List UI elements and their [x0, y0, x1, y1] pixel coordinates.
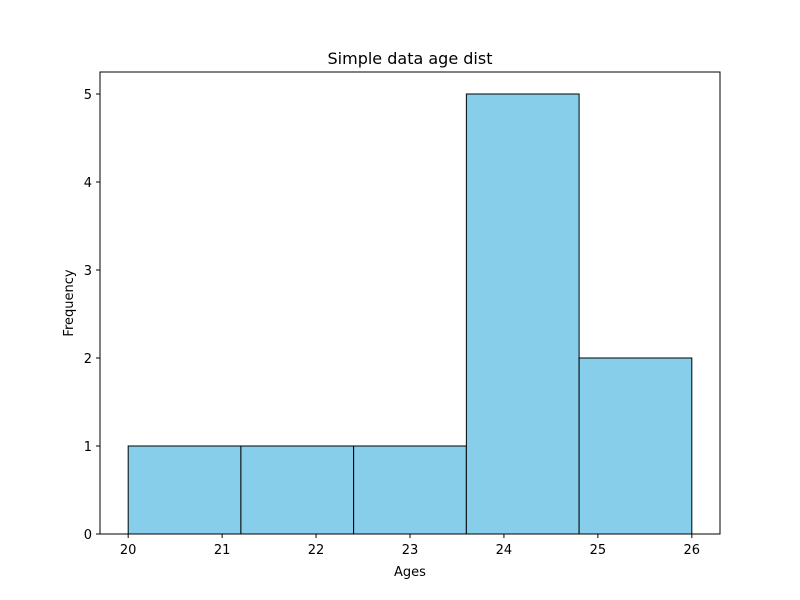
x-tick-label-1: 21	[214, 543, 231, 558]
y-tick-label-1: 1	[84, 440, 92, 455]
y-tick-label-5: 5	[84, 88, 92, 103]
y-tick-label-4: 4	[84, 176, 92, 191]
y-tick-label-0: 0	[84, 528, 92, 543]
histogram-bar-4	[578, 357, 693, 535]
y-ticks: 0 1 2 3 4 5	[84, 88, 100, 543]
y-tick-label-3: 3	[84, 264, 92, 279]
chart-title: Simple data age dist	[328, 49, 493, 68]
x-tick-label-4: 24	[496, 543, 513, 558]
histogram-bar-0	[127, 445, 242, 535]
x-ticks: 20 21 22 23 24 25 26	[120, 534, 700, 558]
histogram-bar-3	[465, 93, 580, 535]
x-axis-label: Ages	[394, 565, 426, 580]
bars-layer	[127, 93, 693, 535]
x-tick-label-5: 25	[590, 543, 607, 558]
x-tick-label-3: 23	[402, 543, 419, 558]
histogram-bar-2	[353, 445, 467, 535]
y-tick-label-2: 2	[84, 352, 92, 367]
y-axis-label: Frequency	[62, 269, 77, 336]
histogram-bar-1	[240, 445, 355, 535]
x-tick-label-0: 20	[120, 543, 137, 558]
x-tick-label-6: 26	[684, 543, 701, 558]
x-tick-label-2: 22	[308, 543, 325, 558]
